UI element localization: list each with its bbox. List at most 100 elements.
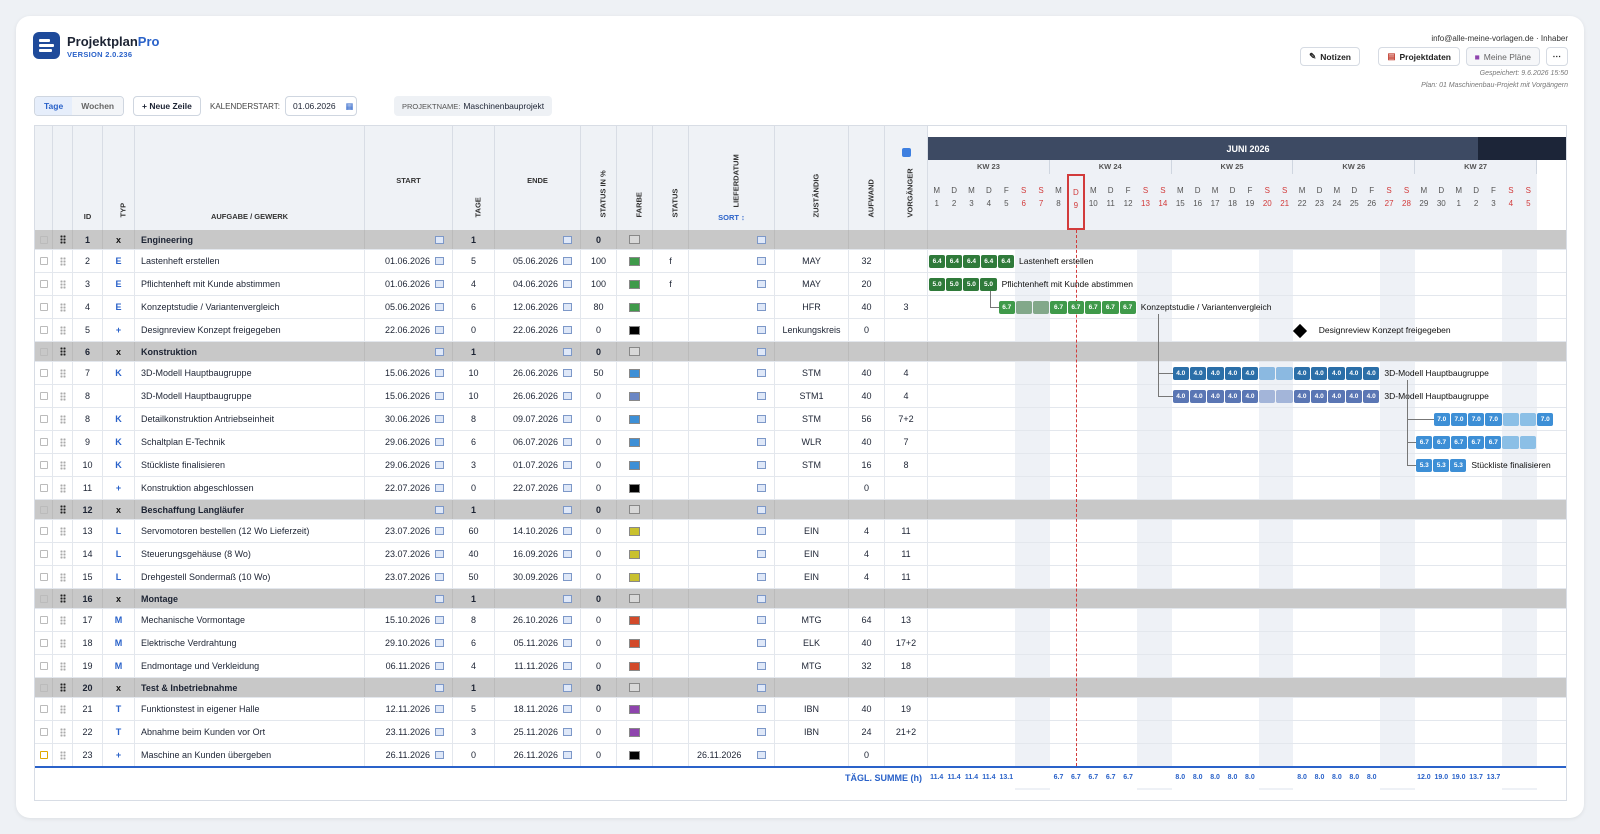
calendar-icon[interactable] — [757, 639, 766, 647]
color-swatch[interactable] — [629, 750, 640, 760]
group-row[interactable]: 20 x Test & Inbetriebnahme 1 0 — [35, 678, 928, 698]
calendar-icon[interactable] — [757, 392, 766, 400]
calendar-icon[interactable] — [757, 235, 766, 244]
color-swatch[interactable] — [629, 638, 640, 648]
edit-icon[interactable] — [39, 751, 48, 759]
drag-handle-icon[interactable] — [59, 302, 66, 312]
edit-icon[interactable] — [39, 728, 48, 736]
edit-icon[interactable] — [39, 505, 48, 514]
calendar-icon[interactable] — [435, 461, 444, 469]
group-row[interactable]: 6 x Konstruktion 1 0 — [35, 342, 928, 362]
drag-handle-icon[interactable] — [59, 615, 66, 625]
calendar-icon[interactable] — [563, 728, 572, 736]
calendar-start-input[interactable]: 01.06.2026 ▦ — [285, 96, 357, 116]
group-row[interactable]: 16 x Montage 1 0 — [35, 589, 928, 609]
calendar-icon[interactable] — [563, 573, 572, 581]
drag-handle-icon[interactable] — [59, 391, 66, 401]
column-header-who[interactable]: ZUSTÄNDIG — [775, 126, 849, 230]
edit-icon[interactable] — [39, 438, 48, 446]
edit-icon[interactable] — [39, 573, 48, 581]
calendar-icon[interactable] — [563, 392, 572, 400]
project-name[interactable]: PROJEKTNAME: Maschinenbauprojekt — [394, 96, 553, 116]
calendar-icon[interactable] — [435, 257, 444, 265]
calendar-icon[interactable] — [563, 280, 572, 288]
drag-handle-icon[interactable] — [59, 572, 66, 582]
task-row[interactable]: 13 L Servomotoren bestellen (12 Wo Lieferz… — [35, 520, 928, 543]
color-swatch[interactable] — [629, 526, 640, 536]
color-swatch[interactable] — [629, 661, 640, 671]
calendar-icon[interactable] — [563, 639, 572, 647]
calendar-icon[interactable] — [757, 662, 766, 670]
drag-handle-icon[interactable] — [59, 414, 66, 424]
column-header-liefer[interactable]: LIEFERDATUM SORT ↕ — [689, 126, 775, 230]
task-row[interactable]: 18 M Elektrische Verdrahtung 29.10.2026 6 05.… — [35, 632, 928, 655]
calendar-icon[interactable] — [757, 705, 766, 713]
calendar-icon[interactable] — [757, 616, 766, 624]
calendar-icon[interactable] — [563, 303, 572, 311]
info-icon[interactable] — [902, 148, 911, 157]
calendar-icon[interactable] — [563, 257, 572, 265]
calendar-icon[interactable] — [563, 326, 572, 334]
task-row[interactable]: 9 K Schaltplan E-Technik 29.06.2026 6 06.07.2… — [35, 431, 928, 454]
column-header-id[interactable]: ID — [73, 126, 103, 230]
color-swatch[interactable] — [629, 279, 640, 289]
calendar-icon[interactable] — [563, 550, 572, 558]
calendar-icon[interactable] — [435, 705, 444, 713]
color-swatch[interactable] — [629, 683, 640, 692]
edit-icon[interactable] — [39, 347, 48, 356]
calendar-icon[interactable] — [435, 550, 444, 558]
gantt-bar[interactable]: 4.0 4.0 4.0 4.0 4.0 4.0 4.0 4.0 4.0 4.0 — [1172, 367, 1380, 380]
calendar-icon[interactable] — [435, 751, 444, 759]
gantt-bar[interactable]: 7.0 7.0 7.0 7.0 7.0 — [1433, 413, 1554, 426]
calendar-icon[interactable] — [435, 683, 444, 692]
color-swatch[interactable] — [629, 347, 640, 356]
calendar-icon[interactable] — [435, 639, 444, 647]
myplans-button[interactable]: ■ Meine Pläne — [1465, 47, 1540, 66]
color-swatch[interactable] — [629, 460, 640, 470]
task-row[interactable]: 4 E Konzeptstudie / Variantenvergleich 05.0… — [35, 296, 928, 319]
color-swatch[interactable] — [629, 572, 640, 582]
calendar-icon[interactable] — [563, 438, 572, 446]
column-header-farbe[interactable]: FARBE — [617, 126, 653, 230]
edit-icon[interactable] — [39, 257, 48, 265]
calendar-icon[interactable] — [563, 461, 572, 469]
drag-handle-icon[interactable] — [59, 483, 66, 493]
calendar-icon[interactable] — [757, 280, 766, 288]
calendar-icon[interactable] — [435, 303, 444, 311]
calendar-icon[interactable] — [435, 728, 444, 736]
notes-button[interactable]: ✎ Notizen — [1300, 47, 1360, 66]
color-swatch[interactable] — [629, 549, 640, 559]
drag-handle-icon[interactable] — [59, 347, 66, 356]
color-swatch[interactable] — [629, 437, 640, 447]
color-swatch[interactable] — [629, 235, 640, 244]
calendar-icon[interactable] — [435, 573, 444, 581]
task-row[interactable]: 21 T Funktionstest in eigener Halle 12.11.2… — [35, 698, 928, 721]
edit-icon[interactable] — [39, 415, 48, 423]
gantt-bar[interactable]: 6.7 6.7 6.7 6.7 6.7 — [1416, 436, 1536, 449]
gantt-bar[interactable]: 6.4 6.4 6.4 6.4 6.4 — [929, 255, 1015, 268]
edit-icon[interactable] — [39, 303, 48, 311]
calendar-icon[interactable] — [563, 705, 572, 713]
drag-handle-icon[interactable] — [59, 549, 66, 559]
edit-icon[interactable] — [39, 326, 48, 334]
calendar-icon[interactable] — [435, 415, 444, 423]
edit-icon[interactable] — [39, 527, 48, 535]
calendar-icon[interactable] — [435, 326, 444, 334]
task-row[interactable]: 5 + Designreview Konzept freigegeben 22.06.… — [35, 319, 928, 342]
edit-icon[interactable] — [39, 392, 48, 400]
task-row[interactable]: 19 M Endmontage und Verkleidung 06.11.2026 4… — [35, 655, 928, 678]
task-row[interactable]: 11 + Konstruktion abgeschlossen 22.07.2026 0… — [35, 477, 928, 500]
calendar-icon[interactable] — [757, 594, 766, 603]
days-tab[interactable]: Tage — [35, 97, 73, 115]
calendar-icon[interactable] — [757, 527, 766, 535]
color-swatch[interactable] — [629, 256, 640, 266]
column-header-tage[interactable]: TAGE — [453, 126, 495, 230]
task-row[interactable]: 7 K 3D-Modell Hauptbaugruppe 15.06.2026 10 26… — [35, 362, 928, 385]
drag-handle-icon[interactable] — [59, 437, 66, 447]
color-swatch[interactable] — [629, 483, 640, 493]
color-swatch[interactable] — [629, 391, 640, 401]
column-header-pct[interactable]: STATUS IN % — [581, 126, 617, 230]
calendar-icon[interactable] — [563, 347, 572, 356]
calendar-icon[interactable] — [563, 484, 572, 492]
calendar-icon[interactable] — [563, 415, 572, 423]
